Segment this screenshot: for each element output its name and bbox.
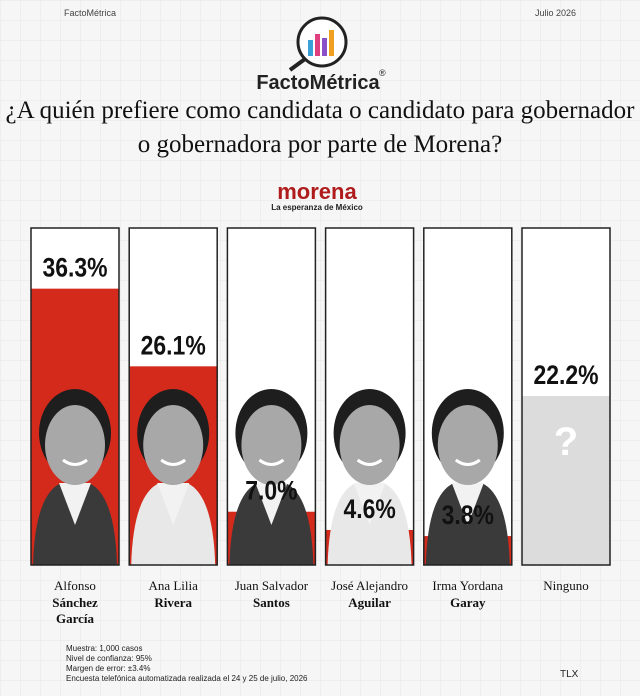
- photo-shirt: [353, 483, 386, 525]
- chart-title: ¿A quién prefiere como candidata o candi…: [6, 97, 636, 158]
- column-border: [128, 227, 218, 566]
- category-given: Alfonso: [54, 578, 96, 593]
- value-label: 22.2%: [533, 360, 598, 390]
- candidate-photo: [425, 389, 510, 565]
- footer-notes: Muestra: 1,000 casos Nivel de confianza: …: [66, 644, 308, 683]
- category-given: Ana Lilia: [148, 578, 198, 593]
- photo-face: [45, 405, 105, 485]
- photo-smile: [454, 458, 481, 466]
- header-brand: FactoMétrica: [64, 8, 116, 18]
- column-border: [30, 227, 120, 566]
- photo-face: [339, 405, 400, 485]
- photo-shirt: [157, 483, 190, 525]
- photo-face: [437, 405, 498, 485]
- logo-mark: ®: [379, 68, 386, 78]
- photo-face: [143, 405, 204, 485]
- photo-shirt: [59, 483, 91, 525]
- category-surname: Garay: [450, 595, 486, 610]
- party-slogan: La esperanza de México: [271, 203, 363, 212]
- candidate-photo: [229, 389, 314, 565]
- category-surname: Rivera: [154, 595, 192, 610]
- value-label: 26.1%: [141, 331, 206, 361]
- category-given: Juan Salvador: [235, 578, 309, 593]
- footer-tag: TLX: [560, 669, 579, 680]
- candidate-photo: [131, 389, 216, 565]
- category-surname: Santos: [253, 595, 290, 610]
- column-border: [423, 227, 513, 566]
- column-border: [324, 227, 415, 566]
- party-name: morena: [277, 179, 357, 204]
- bar: [522, 395, 610, 565]
- logo-name: FactoMétrica: [256, 72, 380, 94]
- category-surname: Aguilar: [348, 595, 391, 610]
- photo-face: [241, 405, 302, 485]
- placeholder: ?: [554, 420, 578, 464]
- category-given: Irma Yordana: [432, 578, 503, 593]
- value-label: 3.8%: [442, 500, 494, 530]
- logo-icon: [288, 16, 348, 72]
- category-given: Ninguno: [543, 578, 589, 593]
- column-border: [226, 227, 317, 566]
- photo-smile: [258, 458, 285, 466]
- value-label: 4.6%: [343, 494, 395, 524]
- photo-shirt: [451, 483, 484, 525]
- photo-smile: [160, 458, 187, 466]
- header-date: Julio 2026: [535, 8, 576, 18]
- category-given: José Alejandro: [331, 578, 408, 593]
- category-surname: Sánchez García: [52, 595, 98, 626]
- photo-shirt: [255, 483, 288, 525]
- photo-smile: [62, 458, 88, 466]
- value-label: 7.0%: [245, 476, 297, 506]
- candidate-photo: [327, 389, 412, 565]
- candidate-photo: [33, 389, 117, 565]
- value-label: 36.3%: [42, 253, 107, 283]
- photo-smile: [356, 458, 383, 466]
- column-border: [521, 227, 611, 566]
